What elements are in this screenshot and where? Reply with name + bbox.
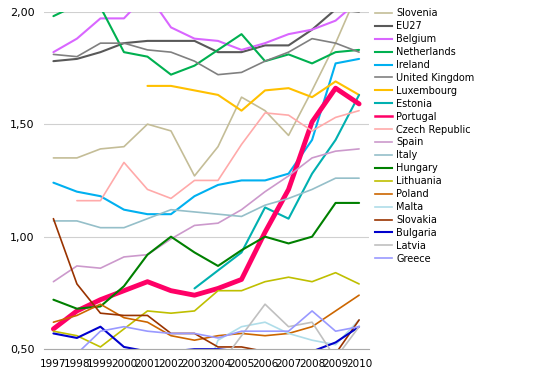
Legend: Slovenia, EU27, Belgium, Netherlands, Ireland, United Kingdom, Luxembourg, Eston: Slovenia, EU27, Belgium, Netherlands, Ir…	[375, 8, 475, 264]
